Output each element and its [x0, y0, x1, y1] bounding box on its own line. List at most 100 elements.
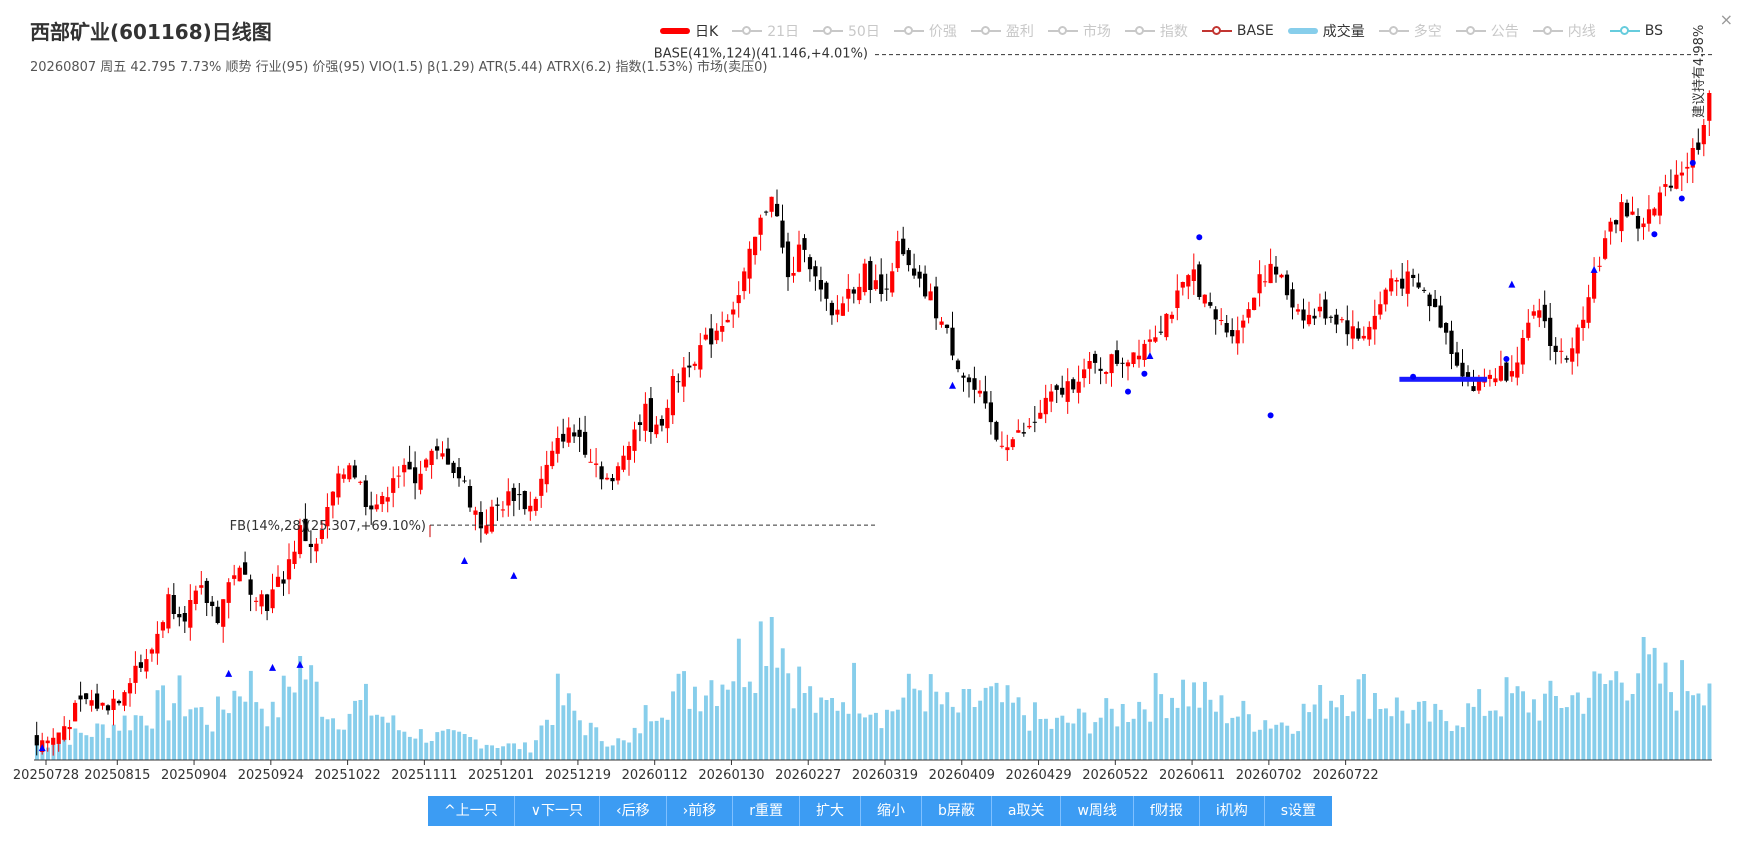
volume-bar: [122, 715, 127, 760]
legend-item-0[interactable]: 日K: [660, 21, 718, 41]
legend-item-11[interactable]: 内线: [1532, 21, 1596, 41]
volume-bar: [144, 725, 149, 760]
volume-bar: [1685, 691, 1690, 760]
candle-body: [906, 250, 911, 266]
legend-label: 50日: [848, 24, 880, 40]
volume-bar: [1493, 710, 1498, 760]
toolbar-button-2[interactable]: ‹后移: [599, 796, 667, 826]
legend-item-4[interactable]: 盈利: [970, 21, 1034, 41]
candle-body: [572, 432, 577, 437]
toolbar-button-10[interactable]: f财报: [1133, 796, 1200, 826]
candle-body: [840, 303, 845, 316]
candle-body: [1608, 221, 1613, 232]
candle-body: [1581, 319, 1586, 328]
legend-item-10[interactable]: 公告: [1455, 21, 1519, 41]
volume-bar: [1104, 698, 1109, 760]
toolbar-button-0[interactable]: ^上一只: [428, 796, 515, 826]
toolbar-button-3[interactable]: ›前移: [666, 796, 734, 826]
legend-item-12[interactable]: BS: [1609, 23, 1663, 39]
legend-item-3[interactable]: 价强: [893, 21, 957, 41]
legend-item-1[interactable]: 21日: [732, 21, 799, 41]
toolbar-button-9[interactable]: w周线: [1061, 796, 1134, 826]
volume-bar: [1515, 686, 1520, 760]
volume-bar: [632, 727, 637, 760]
volume-bar: [852, 662, 856, 760]
volume-bar: [1636, 673, 1641, 760]
volume-bar: [841, 702, 845, 760]
volume-bar: [1680, 660, 1684, 760]
candle-body: [1416, 282, 1421, 288]
toolbar-button-1[interactable]: ∨下一只: [514, 796, 600, 826]
candle-body: [462, 480, 467, 482]
candle-body: [785, 241, 791, 278]
volume-bar: [649, 721, 654, 760]
candle-body: [862, 263, 867, 293]
candle-body: [177, 614, 182, 618]
candle-body: [654, 424, 659, 435]
legend-item-9[interactable]: 多空: [1378, 21, 1442, 41]
volume-bar: [375, 714, 379, 760]
candle-body: [1317, 306, 1322, 312]
x-tick-label: 20260611: [1159, 768, 1225, 780]
volume-bar: [1586, 697, 1591, 760]
candle-body: [429, 450, 434, 465]
legend-item-7[interactable]: BASE: [1201, 23, 1274, 39]
volume-bar: [188, 709, 193, 760]
signal-dot: [1410, 373, 1417, 380]
toolbar-button-8[interactable]: a取关: [991, 796, 1062, 826]
volume-bar: [1373, 693, 1377, 760]
x-tick-label: 20260429: [1005, 768, 1071, 780]
toolbar-button-6[interactable]: 缩小: [860, 796, 922, 826]
legend-swatch-icon: [1287, 25, 1318, 37]
volume-bar: [654, 720, 659, 760]
legend-label: BASE: [1236, 23, 1274, 39]
candle-body: [610, 478, 615, 482]
signal-dot: [1651, 231, 1658, 238]
candle-body: [1570, 348, 1575, 362]
volume-bar: [928, 674, 933, 760]
volume-bar: [1175, 707, 1180, 760]
volume-bar: [1186, 706, 1191, 760]
volume-bar: [172, 703, 176, 760]
toolbar-button-4[interactable]: r重置: [733, 796, 800, 826]
candle-body: [714, 330, 719, 341]
toolbar-button-12[interactable]: s设置: [1264, 796, 1333, 826]
candle-body: [1241, 320, 1246, 328]
volume-bar: [73, 728, 78, 760]
candle-body: [923, 273, 928, 297]
volume-bar: [934, 691, 939, 760]
close-icon[interactable]: ×: [1719, 10, 1733, 29]
candle-body: [522, 491, 527, 510]
candle-body: [615, 466, 621, 481]
volume-bar: [583, 735, 588, 760]
toolbar-button-5[interactable]: 扩大: [799, 796, 861, 826]
candle-body: [818, 280, 823, 290]
volume-bar: [621, 740, 626, 760]
volume-bar: [1389, 716, 1394, 760]
volume-bar: [1532, 699, 1536, 760]
volume-bar: [364, 683, 368, 760]
volume-bar: [347, 713, 352, 760]
legend-item-8[interactable]: 成交量: [1287, 21, 1365, 41]
volume-bar: [824, 700, 829, 760]
volume-bar: [155, 690, 160, 760]
toolbar-button-7[interactable]: b屏蔽: [921, 796, 992, 826]
volume-bar: [1455, 725, 1460, 760]
candle-body: [796, 244, 802, 272]
legend-item-2[interactable]: 50日: [813, 21, 880, 41]
legend-swatch-icon: [813, 25, 844, 37]
volume-bar: [605, 746, 610, 760]
toolbar-button-11[interactable]: i机构: [1199, 796, 1265, 826]
candle-body: [824, 282, 829, 299]
legend-item-5[interactable]: 市场: [1047, 21, 1111, 41]
volume-bar: [1060, 715, 1065, 760]
volume-bar: [1230, 717, 1235, 760]
legend-item-6[interactable]: 指数: [1124, 21, 1188, 41]
candle-body: [879, 274, 884, 294]
volume-bar: [495, 748, 500, 760]
candle-body: [1257, 274, 1262, 294]
volume-bar: [418, 729, 423, 760]
volume-bar: [1570, 695, 1575, 760]
volume-bar: [358, 700, 363, 760]
volume-bar: [1214, 711, 1218, 760]
